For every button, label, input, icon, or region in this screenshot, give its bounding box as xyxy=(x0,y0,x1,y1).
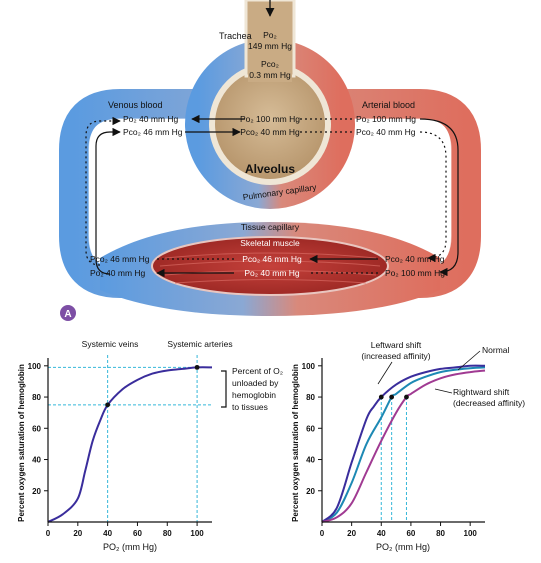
venous-flow-solid xyxy=(95,127,121,275)
shift-chart: 0 20 40 60 80 100 20 40 60 80 100 PO₂ (mm Hg) Per… xyxy=(291,340,525,552)
arterial-flow-solid xyxy=(419,118,459,277)
rightward-pointer xyxy=(434,388,453,394)
normal-pointer xyxy=(457,350,481,371)
x-tick-label: 20 xyxy=(347,529,356,538)
tissue-right-pco2: Pco₂ 40 mm Hg xyxy=(385,254,445,264)
y-tick-label: 40 xyxy=(306,456,315,465)
venous-flow-dotted xyxy=(85,116,121,266)
x-tick-label: 80 xyxy=(436,529,445,538)
y-axis-title: Percent oxygen saturation of hemoglobin xyxy=(291,364,300,522)
normal-label: Normal xyxy=(482,345,510,355)
venous-blood-label: Venous blood xyxy=(108,100,163,110)
y-tick-label: 60 xyxy=(306,424,315,433)
y-tick-label: 100 xyxy=(28,362,42,371)
curve-normal xyxy=(47,366,213,523)
unloaded-text-2: unloaded by xyxy=(232,378,279,388)
muscle-po2: Po₂ 40 mm Hg xyxy=(244,268,300,278)
systemic-veins-label: Systemic veins xyxy=(82,339,139,349)
data-point xyxy=(105,402,111,408)
data-point xyxy=(194,364,200,370)
arterial-po2: Po₂ 100 mm Hg xyxy=(356,114,416,124)
arterial-blood-label: Arterial blood xyxy=(362,100,415,110)
x-tick-label: 60 xyxy=(406,529,415,538)
arterial-flow-dotted xyxy=(419,131,447,263)
muscle-pco2: Pco₂ 46 mm Hg xyxy=(242,254,302,264)
trachea-po2: Po₂ xyxy=(263,30,277,40)
data-point xyxy=(404,394,409,400)
tissue-capillary-label: Tissue capillary xyxy=(241,222,300,232)
curve-normal xyxy=(321,366,486,523)
y-tick-label: 40 xyxy=(32,456,41,465)
rightward-label-1: Rightward shift xyxy=(453,387,510,397)
x-tick-label: 100 xyxy=(464,529,478,538)
leftward-label-2: (increased affinity) xyxy=(361,351,430,361)
tissue-right-po2: Po₂ 100 mm Hg xyxy=(385,268,445,278)
panel-marker-label: A xyxy=(64,309,71,320)
y-tick-label: 20 xyxy=(306,487,315,496)
tissue-left-pco2: Pco₂ 46 mm Hg xyxy=(90,254,150,264)
venous-pco2: Pco₂ 46 mm Hg xyxy=(123,127,183,137)
data-point xyxy=(378,394,384,400)
y-tick-label: 100 xyxy=(302,362,316,371)
alveolus-po2: Po₂ 100 mm Hg xyxy=(240,114,300,124)
trachea-pco2-value: 0.3 mm Hg xyxy=(249,70,291,80)
trachea-pco2: Pco₂ xyxy=(261,59,279,69)
x-tick-label: 80 xyxy=(163,529,172,538)
x-tick-label: 0 xyxy=(320,529,325,538)
curve-leftward-shift xyxy=(321,364,486,523)
trachea-label: Trachea xyxy=(219,31,252,41)
y-tick-label: 80 xyxy=(32,393,41,402)
unloaded-text-3: hemoglobin xyxy=(232,390,276,400)
venous-po2: Po₂ 40 mm Hg xyxy=(123,114,179,124)
trachea-po2-value: 149 mm Hg xyxy=(248,41,292,51)
x-tick-label: 100 xyxy=(190,529,204,538)
leftward-label-1: Leftward shift xyxy=(371,340,422,350)
y-tick-label: 60 xyxy=(32,424,41,433)
unloaded-text-1: Percent of O₂ xyxy=(232,366,283,376)
x-tick-label: 20 xyxy=(73,529,82,538)
tissue-left-po2: Po₂ 40 mm Hg xyxy=(90,268,146,278)
y-tick-label: 20 xyxy=(32,487,41,496)
unloaded-bracket xyxy=(221,370,227,408)
unloaded-text-4: to tissues xyxy=(232,402,268,412)
alveolus-pco2: Pco₂ 40 mm Hg xyxy=(240,127,300,137)
y-tick-label: 80 xyxy=(306,393,315,402)
x-axis-title: PO₂ (mm Hg) xyxy=(376,542,430,552)
leftward-pointer xyxy=(377,361,393,385)
circulation-diagram: Trachea Po₂ 149 mm Hg Pco₂ 0.3 mm Hg Ven… xyxy=(59,0,481,321)
rightward-label-2: (decreased affinity) xyxy=(453,398,525,408)
systemic-arteries-label: Systemic arteries xyxy=(167,339,232,349)
arterial-pco2: Pco₂ 40 mm Hg xyxy=(356,127,416,137)
x-tick-label: 0 xyxy=(46,529,51,538)
x-axis-title: PO₂ (mm Hg) xyxy=(103,542,157,552)
dissociation-chart: 0 20 40 60 80 100 20 40 60 80 100 PO₂ (mm Hg) Per… xyxy=(17,339,283,552)
x-tick-label: 60 xyxy=(133,529,142,538)
skeletal-muscle-label: Skeletal muscle xyxy=(240,238,300,248)
panel-marker xyxy=(60,305,76,321)
y-axis-title: Percent oxygen saturation of hemoglobin xyxy=(17,364,26,522)
alveolus-label: Alveolus xyxy=(245,162,295,176)
x-tick-label: 40 xyxy=(103,529,112,538)
data-point xyxy=(389,394,395,400)
x-tick-label: 40 xyxy=(377,529,386,538)
